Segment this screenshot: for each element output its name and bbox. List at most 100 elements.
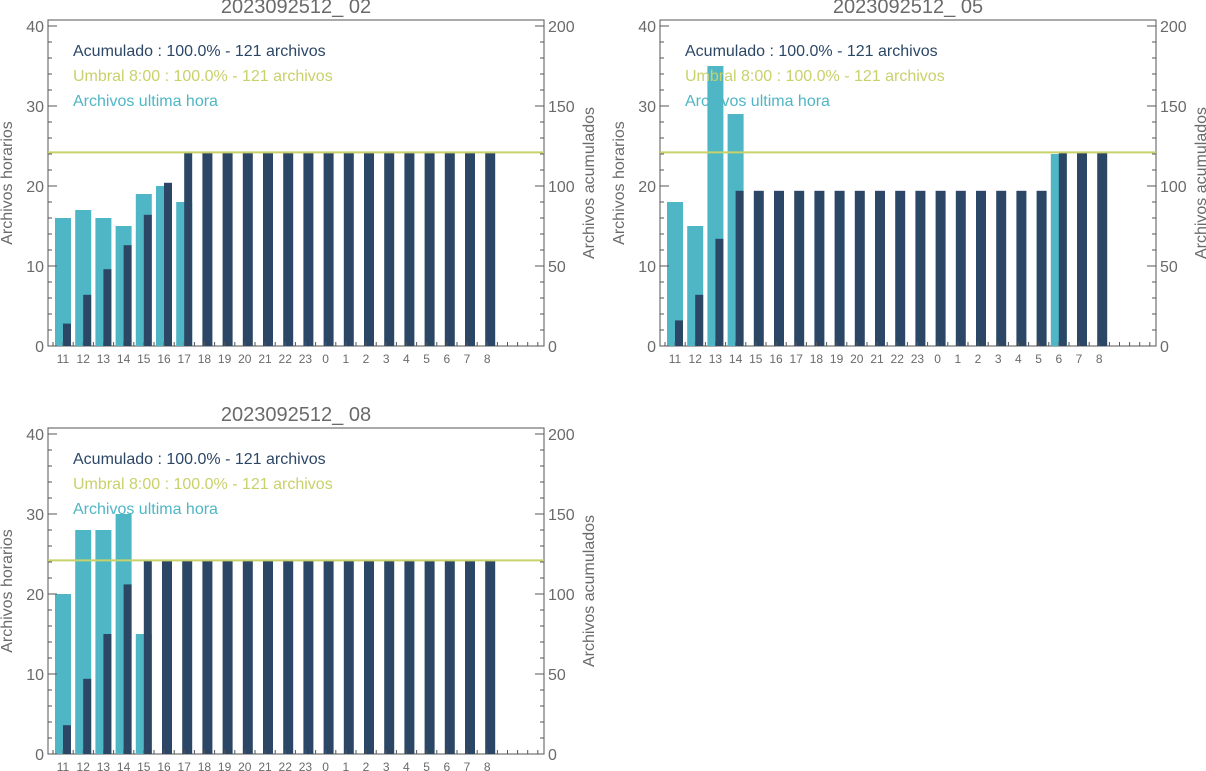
x-tick-label-22: 22 <box>279 352 293 366</box>
y-left-tick-label: 40 <box>26 19 44 36</box>
x-tick-label-23: 23 <box>911 352 925 366</box>
cumulative-bar-5 <box>424 152 435 346</box>
cumulative-bar-19 <box>834 190 845 346</box>
y-left-tick-label: 20 <box>26 179 44 196</box>
cumulative-bar-1 <box>343 152 354 346</box>
chart-title: 2023092512_ 02 <box>221 0 371 18</box>
y-right-axis-label: Archivos acumulados <box>581 515 598 667</box>
y-left-tick-label: 30 <box>638 99 656 116</box>
cumulative-bar-0 <box>935 190 946 346</box>
cumulative-bar-0 <box>323 560 334 754</box>
y-left-axis-label: Archivos horarios <box>0 121 16 245</box>
x-tick-label-21: 21 <box>258 352 272 366</box>
legend-entry-1: Acumulado : 100.0% - 121 archivos <box>685 43 938 60</box>
cumulative-bar-2 <box>364 560 374 754</box>
x-tick-label-3: 3 <box>383 352 390 366</box>
y-left-tick-label: 10 <box>26 667 44 684</box>
x-tick-label-2: 2 <box>363 352 370 366</box>
cumulative-bar-11 <box>675 320 683 346</box>
y-left-tick-label: 0 <box>35 339 44 356</box>
y-right-tick-label: 100 <box>1160 179 1187 196</box>
y-right-tick-label: 200 <box>548 427 575 444</box>
cumulative-bar-19 <box>222 152 233 346</box>
x-tick-label-19: 19 <box>218 760 232 771</box>
y-left-tick-label: 10 <box>638 259 656 276</box>
x-tick-label-20: 20 <box>850 352 864 366</box>
cumulative-bar-20 <box>242 152 253 346</box>
x-tick-label-13: 13 <box>97 760 111 771</box>
cumulative-bar-14 <box>735 190 744 346</box>
x-tick-label-14: 14 <box>729 352 743 366</box>
x-tick-label-7: 7 <box>464 760 471 771</box>
x-tick-label-23: 23 <box>299 760 313 771</box>
x-tick-label-18: 18 <box>810 352 824 366</box>
y-left-tick-label: 0 <box>35 747 44 764</box>
cumulative-bar-20 <box>854 190 865 346</box>
y-right-tick-label: 50 <box>548 259 566 276</box>
x-tick-label-11: 11 <box>669 352 682 366</box>
cumulative-bar-12 <box>695 294 704 346</box>
y-right-tick-label: 150 <box>548 99 575 116</box>
cumulative-bar-11 <box>63 725 71 754</box>
cumulative-bar-6 <box>1058 152 1067 346</box>
x-tick-label-23: 23 <box>299 352 313 366</box>
y-left-tick-label: 10 <box>26 259 44 276</box>
cumulative-bar-15 <box>753 190 764 346</box>
x-tick-label-11: 11 <box>57 760 70 771</box>
cumulative-bar-5 <box>1036 190 1047 346</box>
x-tick-label-12: 12 <box>77 760 91 771</box>
cumulative-bar-16 <box>162 560 172 754</box>
x-tick-label-5: 5 <box>423 352 430 366</box>
x-tick-label-15: 15 <box>137 760 151 771</box>
cumulative-bar-12 <box>83 678 92 754</box>
x-tick-label-13: 13 <box>709 352 723 366</box>
x-tick-label-11: 11 <box>57 352 70 366</box>
cumulative-bar-6 <box>444 152 455 346</box>
x-tick-label-3: 3 <box>995 352 1002 366</box>
x-tick-label-5: 5 <box>423 760 430 771</box>
x-tick-label-1: 1 <box>342 760 349 771</box>
x-tick-label-6: 6 <box>1055 352 1062 366</box>
y-left-tick-label: 40 <box>26 427 44 444</box>
x-tick-label-13: 13 <box>97 352 111 366</box>
cumulative-bar-22 <box>283 152 294 346</box>
cumulative-bar-8 <box>485 152 496 346</box>
plot-frame <box>47 427 545 755</box>
cumulative-bar-12 <box>83 294 92 346</box>
legend-entry-1: Acumulado : 100.0% - 121 archivos <box>73 43 326 60</box>
y-right-axis-label: Archivos acumulados <box>581 107 598 259</box>
x-tick-label-16: 16 <box>769 352 783 366</box>
cumulative-bar-8 <box>485 560 496 754</box>
x-tick-label-18: 18 <box>198 352 212 366</box>
y-right-tick-label: 100 <box>548 587 575 604</box>
cumulative-bar-18 <box>202 152 213 346</box>
x-tick-label-16: 16 <box>157 760 171 771</box>
cumulative-bar-1 <box>343 560 354 754</box>
y-right-tick-label: 150 <box>548 507 575 524</box>
cumulative-bar-0 <box>323 152 334 346</box>
x-tick-label-4: 4 <box>403 760 410 771</box>
y-right-tick-label: 150 <box>1160 99 1187 116</box>
x-tick-label-15: 15 <box>137 352 151 366</box>
x-tick-label-15: 15 <box>749 352 763 366</box>
chart-title: 2023092512_ 05 <box>833 0 983 18</box>
y-right-tick-label: 50 <box>1160 259 1178 276</box>
x-tick-label-7: 7 <box>464 352 471 366</box>
x-tick-label-19: 19 <box>218 352 232 366</box>
x-tick-label-2: 2 <box>363 760 370 771</box>
cumulative-bar-22 <box>895 190 906 346</box>
x-tick-label-1: 1 <box>342 352 349 366</box>
cumulative-bar-20 <box>242 560 253 754</box>
cumulative-bar-13 <box>715 238 724 346</box>
hourly-bar-11 <box>55 218 71 346</box>
x-tick-label-14: 14 <box>117 352 131 366</box>
x-tick-label-3: 3 <box>383 760 390 771</box>
cumulative-bar-13 <box>103 269 112 346</box>
cumulative-bar-17 <box>184 152 193 346</box>
y-right-tick-label: 50 <box>548 667 566 684</box>
cumulative-bar-13 <box>103 634 112 754</box>
